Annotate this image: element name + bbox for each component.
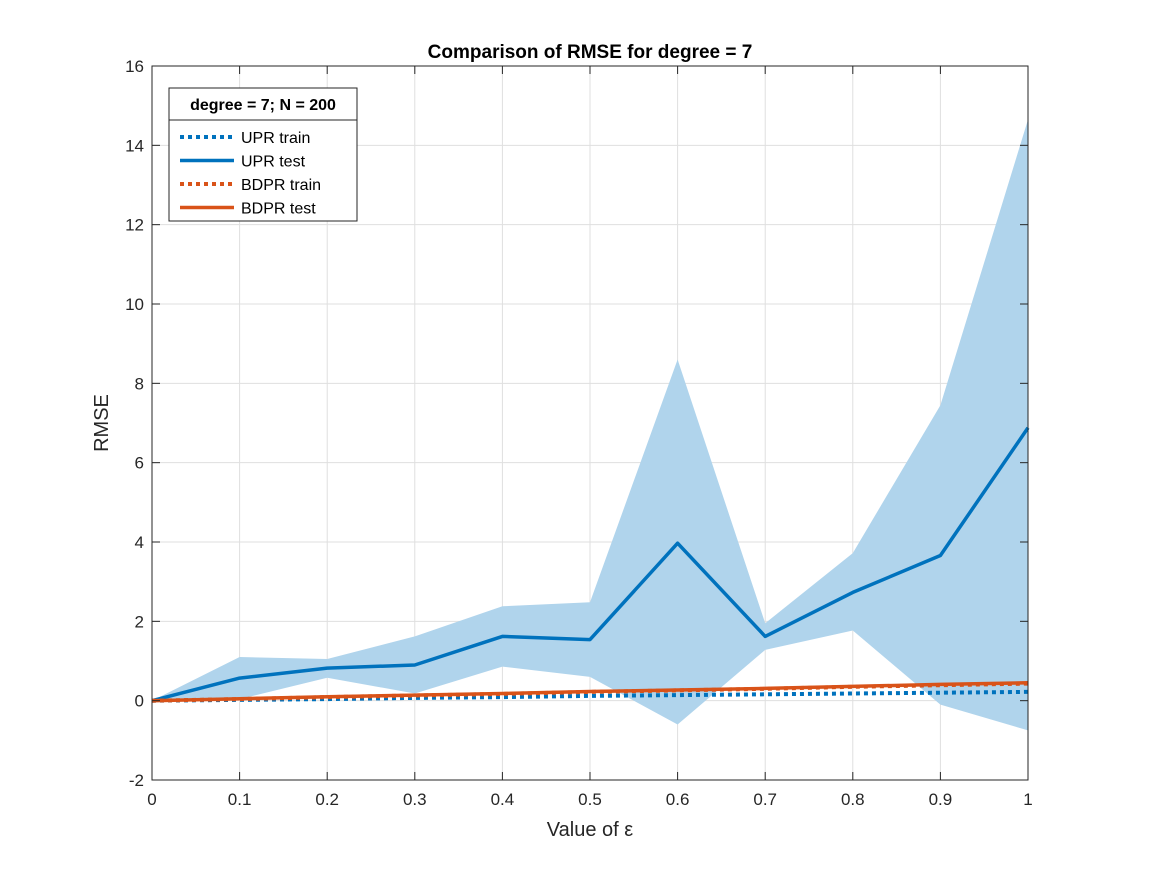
y-tick-label: -2 — [129, 771, 144, 790]
y-tick-label: 4 — [135, 533, 144, 552]
x-tick-label: 0.5 — [578, 790, 602, 809]
x-tick-label: 0.3 — [403, 790, 427, 809]
x-tick-label: 0.9 — [929, 790, 953, 809]
chart-title: Comparison of RMSE for degree = 7 — [428, 42, 753, 63]
y-axis-ticks: -2 0 2 4 6 8 10 12 14 16 — [125, 57, 1028, 790]
x-tick-label: 0.1 — [228, 790, 252, 809]
y-tick-label: 6 — [135, 454, 144, 473]
y-tick-label: 12 — [125, 216, 144, 235]
y-tick-label: 16 — [125, 57, 144, 76]
legend-label-upr-test: UPR test — [241, 154, 306, 171]
x-tick-label: 0.4 — [491, 790, 515, 809]
legend-label-upr-train: UPR train — [241, 130, 310, 147]
y-tick-label: 0 — [135, 692, 144, 711]
y-tick-label: 14 — [125, 136, 144, 155]
x-tick-label: 1 — [1023, 790, 1032, 809]
x-axis-label: Value of ε — [547, 819, 633, 841]
y-tick-label: 8 — [135, 374, 144, 393]
legend-label-bdpr-train: BDPR train — [241, 177, 321, 194]
legend-title: degree = 7; N = 200 — [190, 97, 336, 114]
y-tick-label: 10 — [125, 295, 144, 314]
legend-box — [168, 87, 358, 222]
bdpr-train-line — [151, 681, 1029, 703]
series-lines — [151, 426, 1030, 703]
legend: degree = 7; N = 200 UPR train UPR test BDP… — [168, 87, 358, 222]
legend-label-bdpr-test: BDPR test — [241, 201, 316, 218]
x-tick-label: 0.6 — [666, 790, 690, 809]
y-tick-label: 2 — [135, 612, 144, 631]
y-axis-label: RMSE — [91, 394, 113, 452]
x-axis-ticks: 0 0.1 0.2 0.3 0.4 0.5 0.6 0.7 0.8 0.9 1 — [147, 66, 1033, 809]
x-tick-label: 0.8 — [841, 790, 865, 809]
x-tick-label: 0 — [147, 790, 156, 809]
x-tick-label: 0.2 — [315, 790, 339, 809]
upr-test-line — [151, 426, 1030, 703]
upr-test-confidence-band — [152, 119, 1028, 731]
x-tick-label: 0.7 — [753, 790, 777, 809]
legend-items: UPR train UPR test BDPR train BDPR test — [180, 130, 321, 218]
